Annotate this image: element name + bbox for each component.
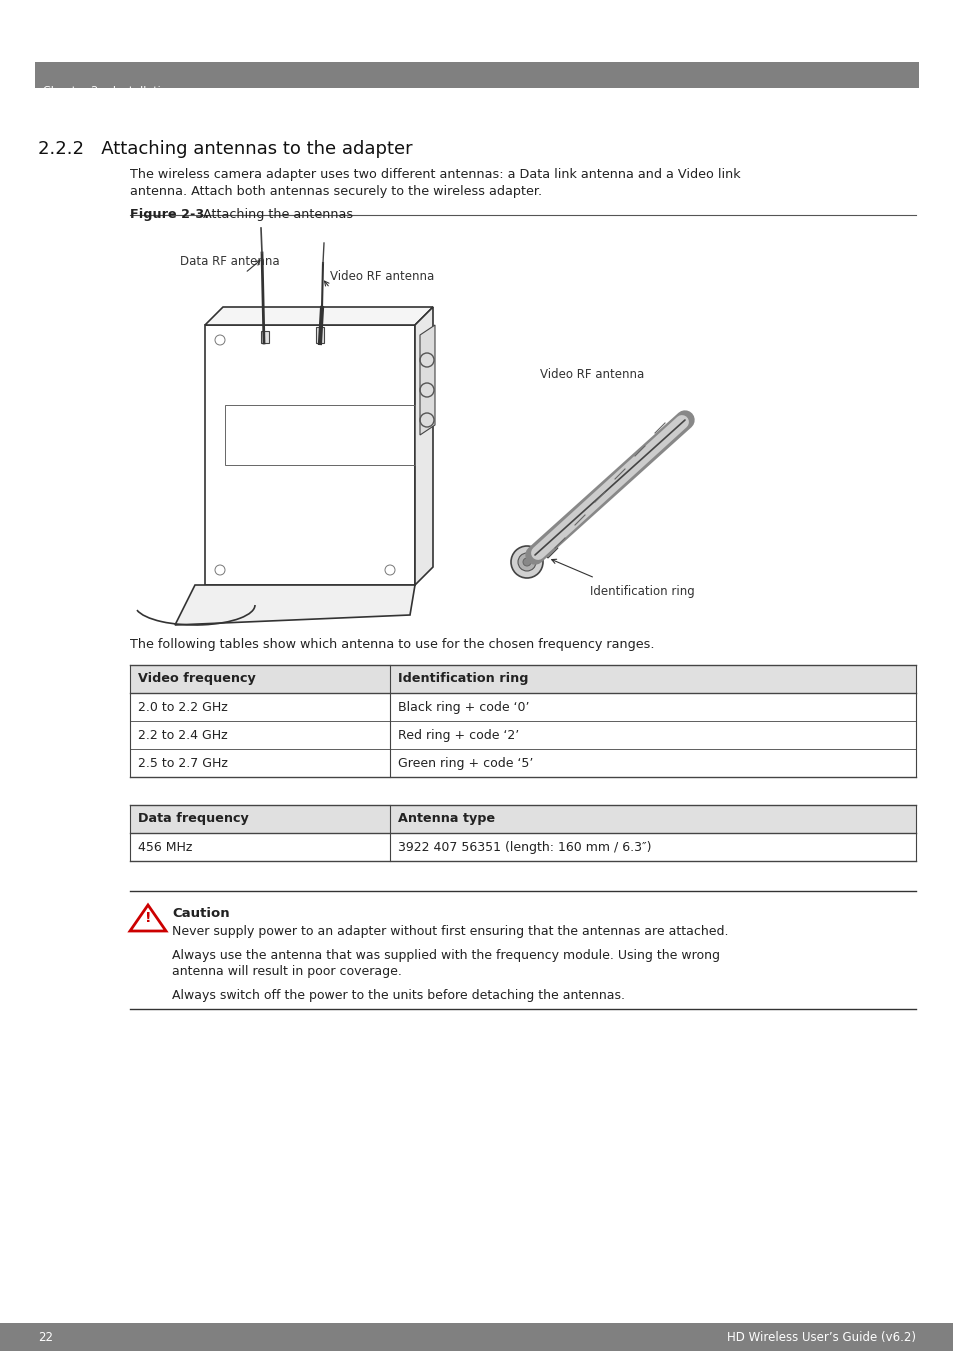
Text: The wireless camera adapter uses two different antennas: a Data link antenna and: The wireless camera adapter uses two dif…	[130, 168, 740, 181]
Text: Black ring + code ‘0’: Black ring + code ‘0’	[397, 701, 529, 713]
Text: !: !	[145, 911, 152, 925]
Bar	[130, 665, 915, 693]
Text: Never supply power to an adapter without first ensuring that the antennas are at: Never supply power to an adapter without…	[172, 925, 728, 938]
Text: Always switch off the power to the units before detaching the antennas.: Always switch off the power to the units…	[172, 989, 624, 1002]
Text: antenna will result in poor coverage.: antenna will result in poor coverage.	[172, 965, 401, 978]
Circle shape	[522, 558, 531, 566]
Circle shape	[511, 546, 542, 578]
Text: Antenna type: Antenna type	[397, 812, 495, 825]
Text: 2.2 to 2.4 GHz: 2.2 to 2.4 GHz	[138, 730, 228, 742]
Text: 456 MHz: 456 MHz	[138, 842, 193, 854]
Bar	[541, 543, 558, 558]
Text: Data RF antenna: Data RF antenna	[180, 255, 279, 267]
Text: Chapter 2  - Installation: Chapter 2 - Installation	[43, 86, 174, 96]
Text: Data frequency: Data frequency	[138, 812, 249, 825]
Text: Attaching the antennas: Attaching the antennas	[194, 208, 353, 222]
Text: 3922 407 56351 (length: 160 mm / 6.3″): 3922 407 56351 (length: 160 mm / 6.3″)	[397, 842, 651, 854]
Text: Video frequency: Video frequency	[138, 671, 255, 685]
Bar	[0, 1323, 953, 1351]
Circle shape	[517, 553, 536, 571]
Text: Video RF antenna: Video RF antenna	[539, 367, 643, 381]
Text: antenna. Attach both antennas securely to the wireless adapter.: antenna. Attach both antennas securely t…	[130, 185, 541, 199]
Text: HD Wireless User’s Guide (v6.2): HD Wireless User’s Guide (v6.2)	[726, 1331, 915, 1344]
Text: Figure 2-3.: Figure 2-3.	[130, 208, 209, 222]
Text: The following tables show which antenna to use for the chosen frequency ranges.: The following tables show which antenna …	[130, 638, 654, 651]
Text: Always use the antenna that was supplied with the frequency module. Using the wr: Always use the antenna that was supplied…	[172, 948, 720, 962]
Text: 22: 22	[38, 1331, 53, 1344]
Text: 2.2.2   Attaching antennas to the adapter: 2.2.2 Attaching antennas to the adapter	[38, 141, 413, 158]
Text: Video RF antenna: Video RF antenna	[330, 270, 434, 282]
Text: Green ring + code ‘5’: Green ring + code ‘5’	[397, 757, 533, 770]
Bar	[225, 405, 415, 465]
Text: Red ring + code ‘2’: Red ring + code ‘2’	[397, 730, 518, 742]
Text: Identification ring: Identification ring	[589, 585, 694, 598]
Polygon shape	[130, 905, 166, 931]
Bar	[261, 331, 269, 343]
Text: 2.5 to 2.7 GHz: 2.5 to 2.7 GHz	[138, 757, 228, 770]
Text: Identification ring: Identification ring	[397, 671, 528, 685]
Bar	[130, 805, 915, 834]
Bar	[315, 327, 324, 343]
Polygon shape	[415, 307, 433, 585]
Polygon shape	[174, 585, 415, 626]
Bar	[35, 62, 918, 88]
Text: Caution: Caution	[172, 907, 230, 920]
Polygon shape	[419, 326, 435, 435]
Polygon shape	[205, 307, 433, 326]
Text: 2.0 to 2.2 GHz: 2.0 to 2.2 GHz	[138, 701, 228, 713]
